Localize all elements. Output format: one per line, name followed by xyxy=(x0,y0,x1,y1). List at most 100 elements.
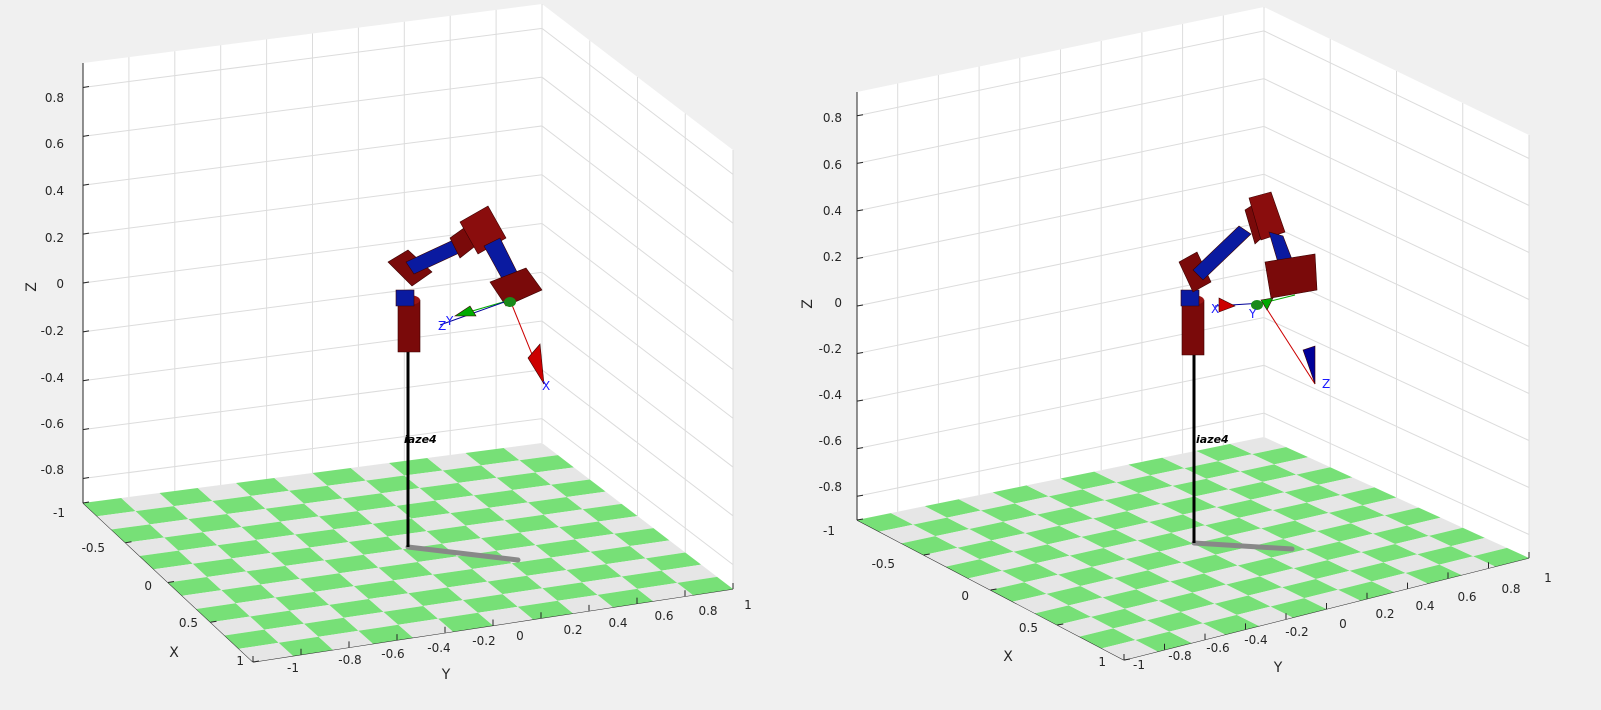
floor-tile xyxy=(327,480,382,499)
x-tick-label: 0.5 xyxy=(1019,621,1038,635)
base-link xyxy=(1181,299,1205,356)
floor-tile xyxy=(879,524,936,544)
floor-tile xyxy=(621,570,678,589)
floor-tile xyxy=(1024,574,1081,594)
floor-tile xyxy=(1058,566,1115,586)
floor-tile xyxy=(1116,475,1173,494)
floor-tile xyxy=(350,463,405,481)
floor-tile xyxy=(901,536,958,555)
tool-axis-line xyxy=(439,299,511,326)
floor-tile xyxy=(1239,510,1295,529)
x-tick xyxy=(252,660,260,663)
floor-tile xyxy=(275,591,330,611)
floor-tile xyxy=(551,479,606,498)
z-tick xyxy=(82,379,90,382)
floor-tile xyxy=(1361,543,1418,563)
grid-line xyxy=(82,418,734,566)
x-tick xyxy=(82,501,90,504)
floor-tile xyxy=(566,491,622,510)
frame-label-x: X xyxy=(1211,302,1219,316)
floor-tile xyxy=(396,500,451,519)
floor-tile xyxy=(318,630,373,650)
floor-tile xyxy=(398,618,453,638)
floor-tile xyxy=(1114,570,1171,590)
shoulder-joint xyxy=(1180,289,1200,307)
floor-tile xyxy=(393,574,448,594)
floor-tile xyxy=(1338,581,1394,601)
floor-tile xyxy=(924,499,981,518)
floor-tile xyxy=(404,470,459,489)
floor-tile xyxy=(504,514,560,533)
floor-tile xyxy=(582,503,638,522)
x-tick-label: 0 xyxy=(144,579,152,593)
z-tick-label: -0.8 xyxy=(819,480,842,494)
z-tick-label: 0.4 xyxy=(45,184,64,198)
floor-tile xyxy=(1035,605,1092,625)
y-axis-label: Y xyxy=(441,667,451,683)
floor-tile xyxy=(1272,502,1329,521)
floor-tile xyxy=(1013,544,1070,564)
robot-arm xyxy=(1178,191,1318,552)
floor-tile xyxy=(1328,505,1385,524)
y-tick-label: 0 xyxy=(1339,617,1347,631)
z-tick xyxy=(856,399,864,402)
floor-tile xyxy=(224,629,279,649)
floor-tile xyxy=(1184,461,1241,479)
floor-tile xyxy=(637,582,693,602)
floor-tile xyxy=(1317,523,1374,542)
z-tick-label: -0.4 xyxy=(41,371,64,385)
floor-tile xyxy=(226,508,281,527)
tick-labels: -0.8 -0.6 -0.4 -0.2 0 0.2 0.4 0.6 0.8 -1 -0.5 0 0.5 1… xyxy=(819,111,1552,672)
floor-tile xyxy=(149,519,203,538)
floor-tile xyxy=(236,478,290,496)
floor-tile xyxy=(1102,589,1159,609)
y-tick-label: 0.4 xyxy=(1415,599,1434,613)
floor-tile xyxy=(329,599,384,618)
floor-tile xyxy=(246,565,300,585)
floor-tile xyxy=(1339,533,1396,553)
floor-tile xyxy=(97,511,150,530)
x-tick-label: 0.5 xyxy=(179,616,198,630)
floor-tile xyxy=(1035,555,1092,575)
y-tick-label: 0 xyxy=(516,629,524,643)
x-tick-label: 1 xyxy=(236,654,244,668)
floor-tile xyxy=(503,443,558,461)
y-tick-label: 0.6 xyxy=(654,609,673,623)
floor-tile xyxy=(1405,564,1462,584)
floor-tile xyxy=(481,460,536,478)
floor-tile xyxy=(135,506,189,525)
x-tick xyxy=(923,553,930,556)
floor-tile xyxy=(1296,467,1353,485)
floor-tile xyxy=(557,594,613,614)
floor-tile xyxy=(629,540,686,559)
y-tick-label: -0.4 xyxy=(427,641,450,655)
floor-tile xyxy=(1203,614,1259,635)
floor-tile xyxy=(1283,531,1340,550)
floor-tile xyxy=(968,570,1025,590)
robot-shadow xyxy=(405,544,521,563)
floor-tile xyxy=(1079,628,1136,649)
floor-tile xyxy=(1012,593,1069,614)
floor-tile xyxy=(274,473,328,491)
floor-tile xyxy=(265,503,319,522)
floor-tile xyxy=(389,458,443,476)
robot-name-label: iaze4 xyxy=(1196,433,1229,446)
floor-tile xyxy=(207,571,261,591)
floor-tile xyxy=(1037,507,1094,526)
floor-tile xyxy=(1395,535,1452,555)
floor-tile xyxy=(1069,548,1126,567)
floor-tile xyxy=(980,503,1038,522)
floor-tile xyxy=(295,529,349,548)
floor-tile xyxy=(432,568,488,588)
floor-tile xyxy=(426,525,481,544)
floor-tile xyxy=(159,488,213,507)
z-tick xyxy=(82,134,90,137)
floor-tile xyxy=(1160,496,1217,515)
floor-tile xyxy=(202,526,257,546)
floor-tile xyxy=(1136,581,1193,601)
figure-right: -0.8 -0.6 -0.4 -0.2 0 0.2 0.4 0.6 0.8 -1 -0.5 0 0.5 1… xyxy=(795,0,1595,710)
floor-tile xyxy=(339,567,394,587)
y-tick-label: -0.8 xyxy=(1168,649,1191,663)
grid-line xyxy=(856,412,1530,535)
checkerboard-floor xyxy=(83,443,733,662)
